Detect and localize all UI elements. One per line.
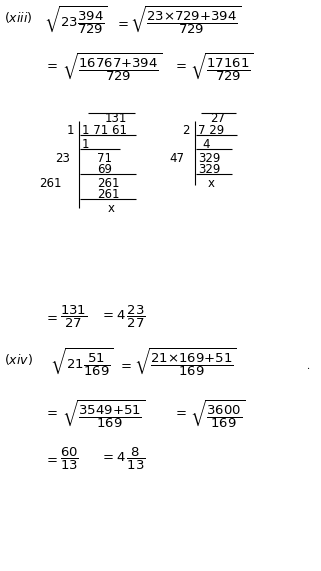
- Text: 4: 4: [202, 138, 210, 151]
- Text: $=$: $=$: [173, 58, 187, 71]
- Text: $=$: $=$: [44, 452, 58, 465]
- Text: 1: 1: [66, 124, 74, 137]
- Text: 329: 329: [198, 163, 221, 176]
- Text: $\sqrt{\dfrac{17161}{729}}$: $\sqrt{\dfrac{17161}{729}}$: [190, 52, 254, 84]
- Text: 69: 69: [97, 163, 112, 176]
- Text: $\dfrac{131}{27}$: $\dfrac{131}{27}$: [60, 304, 87, 330]
- Text: $(xiv)$: $(xiv)$: [4, 352, 33, 367]
- Text: 1 71 61: 1 71 61: [82, 124, 127, 137]
- Text: $= 4\,\dfrac{8}{13}$: $= 4\,\dfrac{8}{13}$: [100, 446, 146, 472]
- Text: 2: 2: [183, 124, 190, 137]
- Text: $\sqrt{23\dfrac{394}{729}}$: $\sqrt{23\dfrac{394}{729}}$: [44, 5, 108, 37]
- Text: $=$: $=$: [115, 16, 129, 29]
- Text: 23: 23: [55, 152, 70, 165]
- Text: x: x: [108, 202, 115, 215]
- Text: 27: 27: [210, 112, 225, 125]
- Text: 131: 131: [105, 112, 127, 125]
- Text: $=$: $=$: [173, 405, 187, 418]
- Text: 261: 261: [39, 177, 62, 190]
- Text: .: .: [306, 362, 309, 371]
- Text: 47: 47: [169, 152, 184, 165]
- Text: $\sqrt{\dfrac{23{\times}729{+}394}{729}}$: $\sqrt{\dfrac{23{\times}729{+}394}{729}}…: [130, 5, 241, 37]
- Text: 329: 329: [198, 152, 221, 165]
- Text: $\sqrt{21\dfrac{51}{169}}$: $\sqrt{21\dfrac{51}{169}}$: [50, 347, 114, 379]
- Text: 7 29: 7 29: [198, 124, 224, 137]
- Text: $\sqrt{\dfrac{21{\times}169{+}51}{169}}$: $\sqrt{\dfrac{21{\times}169{+}51}{169}}$: [134, 347, 237, 379]
- Text: $\dfrac{60}{13}$: $\dfrac{60}{13}$: [60, 446, 79, 472]
- Text: 1: 1: [82, 138, 90, 151]
- Text: $= 4\,\dfrac{23}{27}$: $= 4\,\dfrac{23}{27}$: [100, 304, 146, 330]
- Text: $=$: $=$: [44, 58, 58, 71]
- Text: 261: 261: [97, 177, 119, 190]
- Text: $\sqrt{\dfrac{16767{+}394}{729}}$: $\sqrt{\dfrac{16767{+}394}{729}}$: [62, 52, 162, 84]
- Text: $=$: $=$: [44, 405, 58, 418]
- Text: $=$: $=$: [118, 358, 132, 371]
- Text: 71: 71: [97, 152, 112, 165]
- Text: $\sqrt{\dfrac{3549{+}51}{169}}$: $\sqrt{\dfrac{3549{+}51}{169}}$: [62, 399, 145, 431]
- Text: 261: 261: [97, 188, 119, 201]
- Text: $\sqrt{\dfrac{3600}{169}}$: $\sqrt{\dfrac{3600}{169}}$: [190, 399, 245, 431]
- Text: $=$: $=$: [44, 310, 58, 323]
- Text: $(xiii)$: $(xiii)$: [4, 10, 32, 25]
- Text: x: x: [208, 177, 215, 190]
